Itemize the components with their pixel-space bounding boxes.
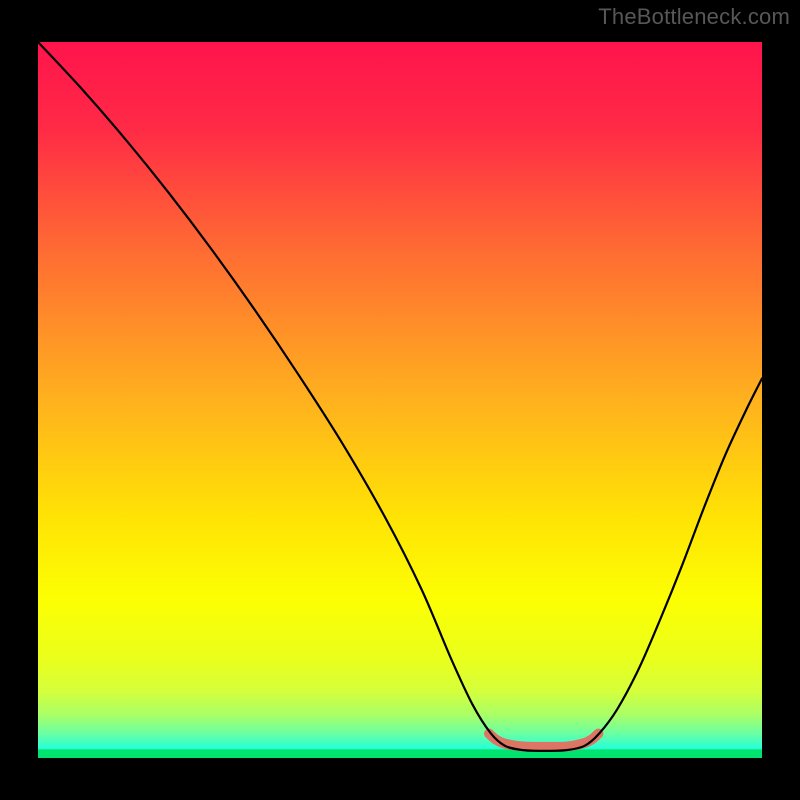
bottom-band (38, 749, 762, 758)
plot-svg (38, 42, 762, 758)
chart-frame: TheBottleneck.com (0, 0, 800, 800)
watermark-text: TheBottleneck.com (598, 4, 790, 30)
plot-area (38, 42, 762, 758)
gradient-background (38, 42, 762, 758)
